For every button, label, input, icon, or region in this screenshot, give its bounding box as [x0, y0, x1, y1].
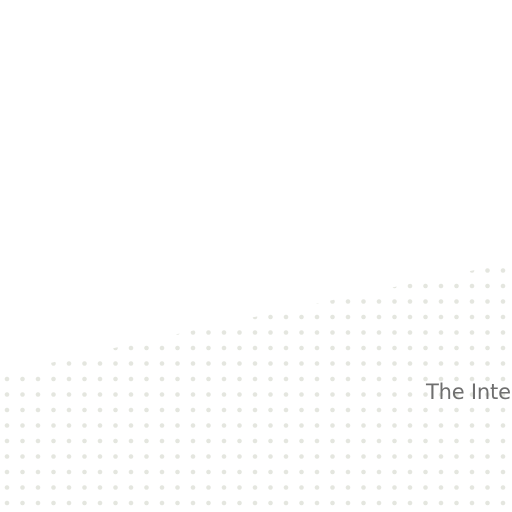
dotted-wave-area: [0, 262, 512, 512]
hero-headline: The Inter: [426, 380, 512, 404]
